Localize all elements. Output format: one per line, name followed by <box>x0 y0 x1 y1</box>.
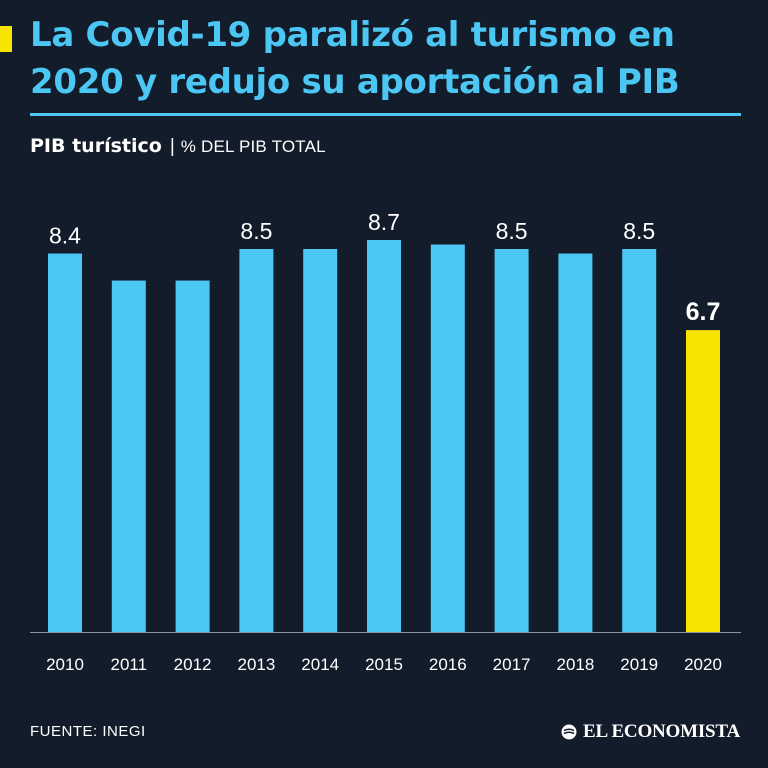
data-label-2013: 8.5 <box>240 218 272 244</box>
x-tick-2015: 2015 <box>365 655 403 674</box>
data-label-2015: 8.7 <box>368 209 400 235</box>
data-label-2010: 8.4 <box>49 223 81 249</box>
title-accent-bar <box>0 26 12 52</box>
bar-2019 <box>622 249 657 633</box>
brand-logo: EL ECONOMISTA <box>561 721 740 743</box>
brand-globe-icon <box>561 724 577 740</box>
bar-2014 <box>303 249 338 633</box>
x-tick-2013: 2013 <box>237 655 275 674</box>
subtitle-label: PIB turístico <box>30 135 162 157</box>
x-tick-2010: 2010 <box>46 655 84 674</box>
data-label-2019: 8.5 <box>623 218 655 244</box>
chart-title: La Covid-19 paralizó al turismo en 2020 … <box>30 15 680 102</box>
x-tick-2016: 2016 <box>429 655 467 674</box>
subtitle-unit: % DEL PIB TOTAL <box>180 137 326 156</box>
bar-2016 <box>430 244 465 633</box>
data-label-2020: 6.7 <box>686 298 721 326</box>
subtitle-separator: | <box>169 136 175 157</box>
bar-2010 <box>48 253 82 632</box>
x-tick-2018: 2018 <box>556 655 594 674</box>
title-divider <box>30 113 741 116</box>
bar-2013 <box>239 249 274 633</box>
x-tick-2011: 2011 <box>111 655 148 674</box>
x-tick-2014: 2014 <box>301 655 339 674</box>
chart-subtitle: PIB turístico | % DEL PIB TOTAL <box>30 134 326 159</box>
bar-2015 <box>367 240 401 632</box>
bar-2011 <box>111 280 146 632</box>
x-tick-2020: 2020 <box>684 655 722 674</box>
x-tick-2019: 2019 <box>620 655 658 674</box>
bar-2020 <box>686 330 720 632</box>
source-note: FUENTE: INEGI <box>30 723 146 740</box>
brand-wordmark: EL ECONOMISTA <box>583 721 740 742</box>
x-tick-2012: 2012 <box>174 655 212 674</box>
bar-2012 <box>175 280 210 632</box>
bar-2017 <box>494 249 529 633</box>
bar-2018 <box>558 253 593 632</box>
x-tick-2017: 2017 <box>493 655 531 674</box>
data-label-2017: 8.5 <box>496 218 528 244</box>
